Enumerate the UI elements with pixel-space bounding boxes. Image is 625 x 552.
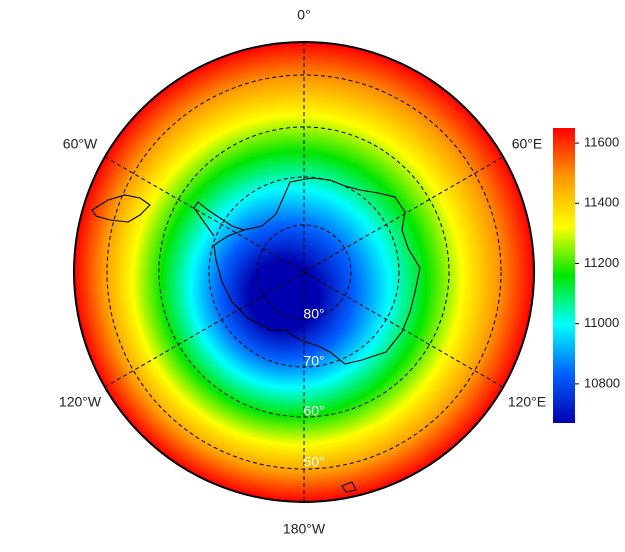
coastline: [91, 177, 421, 493]
meridian-label: 120°E: [508, 394, 546, 410]
latitude-label: 50°: [303, 454, 324, 470]
colorbar: [553, 128, 575, 423]
meridian-label: 60°W: [63, 136, 98, 152]
meridian-label: 180°W: [283, 521, 326, 537]
meridian-label: 60°E: [512, 136, 543, 152]
graticule: [104, 42, 504, 502]
colorbar-tick-label: 11400: [584, 195, 619, 210]
latitude-label: 80°: [303, 306, 324, 322]
colorbar-tick-label: 11600: [584, 134, 619, 149]
latitude-label: 60°: [303, 403, 324, 419]
map-border: [73, 41, 535, 503]
colorbar-tick-label: 11000: [584, 315, 619, 330]
colorbar-tick-label: 11200: [584, 255, 619, 270]
meridian-label: 0°: [297, 7, 310, 23]
field-disc: [74, 42, 534, 502]
latitude-label: 70°: [303, 353, 324, 369]
meridian-label: 120°W: [59, 394, 102, 410]
colorbar-tick-label: 10800: [584, 375, 620, 390]
